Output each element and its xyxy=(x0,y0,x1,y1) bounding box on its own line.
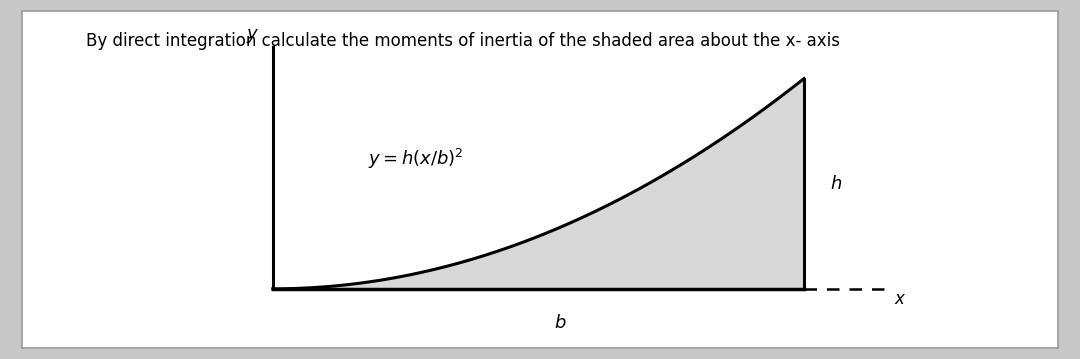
Text: By direct integration calculate the moments of inertia of the shaded area about : By direct integration calculate the mome… xyxy=(86,32,840,50)
Text: x: x xyxy=(894,290,904,308)
Text: $y = h(x/b)^{2}$: $y = h(x/b)^{2}$ xyxy=(368,146,464,171)
Polygon shape xyxy=(273,79,804,289)
FancyBboxPatch shape xyxy=(22,11,1058,348)
Text: h: h xyxy=(831,175,842,193)
Text: b: b xyxy=(554,314,565,332)
Text: y: y xyxy=(246,25,257,43)
